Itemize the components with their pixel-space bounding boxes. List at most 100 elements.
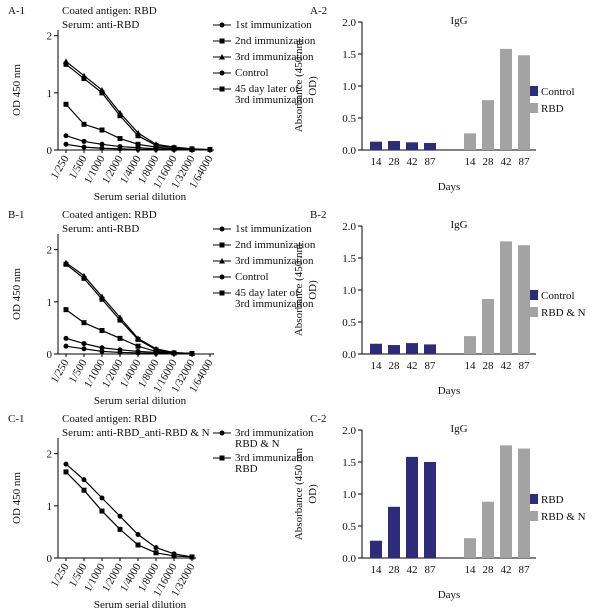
marker <box>135 146 141 152</box>
marker <box>117 146 123 152</box>
bar <box>482 501 494 558</box>
annotation: Coated antigen: RBD <box>62 413 157 425</box>
bar <box>424 344 436 354</box>
marker <box>81 121 87 127</box>
bar <box>518 448 530 558</box>
series-line <box>65 103 193 151</box>
marker <box>117 136 123 142</box>
marker <box>117 113 123 119</box>
marker <box>63 307 69 313</box>
marker <box>135 133 141 139</box>
x-axis-label: Days <box>438 385 461 397</box>
marker <box>99 348 105 354</box>
bar <box>388 345 400 354</box>
legend-marker <box>219 430 225 436</box>
marker <box>189 350 195 356</box>
legend-marker <box>219 290 225 296</box>
y-axis-label: OD) <box>307 280 319 300</box>
marker <box>117 349 123 355</box>
panel-label: A-1 <box>8 5 25 17</box>
x-tick-label: 42 <box>501 564 512 576</box>
y-tick-label: 0 <box>47 553 53 565</box>
bar <box>424 142 436 150</box>
y-tick-label: 0 <box>47 349 53 361</box>
legend-marker <box>219 455 225 461</box>
series-line <box>65 60 193 150</box>
x-axis-label: Serum serial dilution <box>94 395 187 407</box>
marker <box>153 550 159 556</box>
marker <box>135 350 141 356</box>
chart-subtitle: IgG <box>450 15 467 27</box>
x-tick-label: 28 <box>389 156 401 168</box>
marker <box>99 508 105 514</box>
marker <box>153 142 159 148</box>
legend-label: RBD & N <box>541 307 586 319</box>
bar <box>518 245 530 354</box>
legend-label: 3rd immunization RBD & N <box>235 427 314 450</box>
y-tick-label: 1.5 <box>342 253 356 265</box>
y-tick-label: 1 <box>47 297 53 309</box>
marker <box>189 146 195 152</box>
marker <box>153 347 159 353</box>
legend-marker <box>219 274 225 280</box>
y-tick-label: 0.5 <box>342 113 356 125</box>
legend-label: 1st immunization <box>235 223 312 235</box>
legend-label: 45 day later of 3rd immunization <box>235 83 314 106</box>
marker <box>63 61 69 67</box>
marker <box>99 141 105 147</box>
marker <box>135 141 141 147</box>
x-tick-label: 87 <box>425 360 437 372</box>
marker <box>171 553 177 559</box>
legend-marker <box>219 70 225 76</box>
x-tick-label: 28 <box>483 564 495 576</box>
legend-label: 3rd immunization <box>235 51 314 63</box>
y-axis-label: OD 450 nm <box>11 268 23 320</box>
annotation: Serum: anti-RBD_anti-RBD & N <box>62 427 210 439</box>
marker <box>135 343 141 349</box>
bar <box>406 456 418 558</box>
marker <box>63 335 69 341</box>
series-line <box>65 263 193 355</box>
legend-marker <box>219 22 225 28</box>
marker <box>117 317 123 323</box>
marker <box>81 477 87 483</box>
x-axis-label: Days <box>438 589 461 601</box>
x-tick-label: 42 <box>407 156 418 168</box>
marker <box>99 145 105 151</box>
legend-label: RBD <box>541 103 564 115</box>
series-line <box>65 345 192 355</box>
legend-marker <box>219 38 225 44</box>
bar <box>406 142 418 150</box>
marker <box>63 133 69 139</box>
marker <box>99 296 105 302</box>
legend-swatch <box>528 511 538 521</box>
marker <box>117 526 123 532</box>
marker <box>81 138 87 144</box>
x-axis-label: Days <box>438 181 461 193</box>
legend-swatch <box>528 307 538 317</box>
x-tick-label: 87 <box>519 156 531 168</box>
bar <box>500 241 512 354</box>
y-tick-label: 2 <box>47 245 53 257</box>
marker <box>81 76 87 82</box>
panel-label: A-2 <box>310 5 327 17</box>
y-tick-label: 0.5 <box>342 521 356 533</box>
y-tick-label: 2.0 <box>342 425 356 437</box>
legend-label: Control <box>541 290 575 302</box>
bar <box>370 343 382 354</box>
bar <box>518 55 530 150</box>
legend-label: Control <box>541 86 575 98</box>
marker <box>81 346 87 352</box>
legend-label: RBD & N <box>541 511 586 523</box>
marker <box>63 141 69 147</box>
series-line <box>65 471 193 558</box>
bar <box>406 343 418 354</box>
x-axis-label: Serum serial dilution <box>94 191 187 203</box>
y-tick-label: 1.5 <box>342 49 356 61</box>
y-tick-label: 2.0 <box>342 221 356 233</box>
bar <box>500 445 512 558</box>
chart-subtitle: IgG <box>450 219 467 231</box>
marker <box>153 146 159 152</box>
x-tick-label: 42 <box>407 360 418 372</box>
x-tick-label: 87 <box>519 360 531 372</box>
